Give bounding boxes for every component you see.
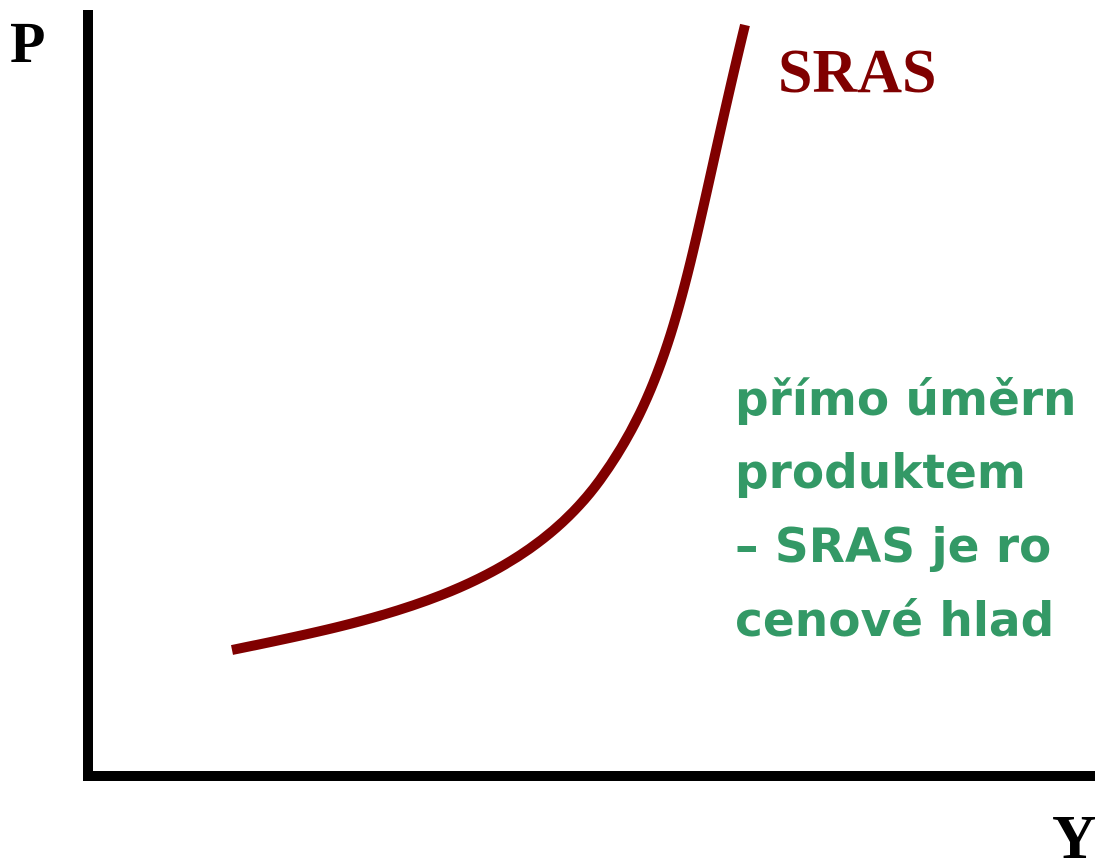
note: přímo úměrn produktem – SRAS je ro cenov… [735, 372, 1077, 648]
curve-label: SRAS [778, 38, 937, 106]
note-line: produktem [735, 445, 1026, 500]
sras-curve [231, 23, 750, 655]
note-line: – SRAS je ro [735, 519, 1051, 574]
note-line: přímo úměrn [735, 372, 1077, 427]
x-axis-label: Y [1052, 804, 1095, 860]
y-axis-label: P [10, 10, 45, 75]
note-line: cenové hlad [735, 593, 1054, 648]
